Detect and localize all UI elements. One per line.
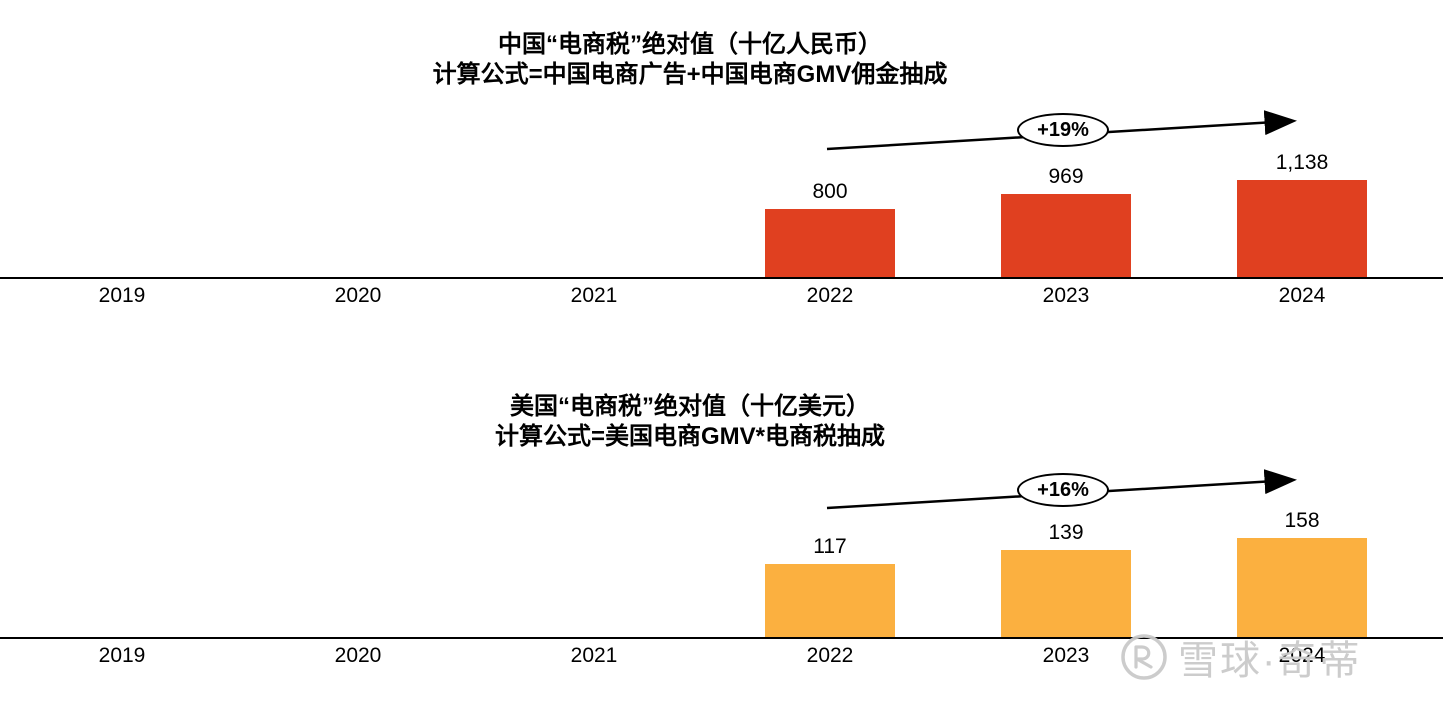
x-axis-line — [0, 637, 1443, 639]
plot-columns: 117 139 158 — [4, 500, 1420, 637]
x-axis-label: 2020 — [334, 644, 382, 667]
x-axis-line — [0, 277, 1443, 279]
x-axis-label: 2021 — [570, 284, 618, 307]
bar-value-label: 800 — [812, 180, 848, 203]
watermark: 雪球·奇蒂 — [1118, 628, 1361, 686]
bar — [1001, 194, 1131, 277]
chart-subtitle: 计算公式=美国电商GMV*电商税抽成 — [494, 423, 886, 450]
bar-column: 800 — [712, 140, 948, 277]
bar-value-label: 117 — [813, 535, 847, 558]
bar-column: 1,138 — [1184, 140, 1420, 277]
chart-subtitle: 计算公式=中国电商广告+中国电商GMV佣金抽成 — [432, 61, 948, 88]
growth-badge: +16% — [1017, 473, 1109, 507]
x-axis-label: 2021 — [570, 644, 618, 667]
bar-column — [240, 500, 476, 637]
x-axis-label: 2019 — [98, 284, 146, 307]
xueqiu-logo-icon — [1121, 634, 1167, 680]
bar-column — [4, 140, 240, 277]
chart-title: 美国“电商税”绝对值（十亿美元） — [510, 393, 870, 420]
x-axis-label: 2024 — [1278, 284, 1326, 307]
bar-column — [240, 140, 476, 277]
bar — [765, 564, 895, 637]
bar-column: 969 — [948, 140, 1184, 277]
watermark-text: 雪球·奇蒂 — [1178, 639, 1362, 683]
bar-column — [476, 500, 712, 637]
bar-value-label: 1,138 — [1275, 151, 1329, 174]
x-axis-labels: 2019 2020 2021 2022 2023 2024 — [4, 644, 1420, 668]
bar-column: 158 — [1184, 500, 1420, 637]
bar-value-label: 139 — [1048, 521, 1084, 544]
bar-column: 139 — [948, 500, 1184, 637]
x-axis-label: 2019 — [98, 644, 146, 667]
x-axis-label: 2022 — [806, 284, 854, 307]
growth-badge: +19% — [1017, 113, 1109, 147]
bar — [1237, 180, 1367, 277]
x-axis-label: 2022 — [806, 644, 854, 667]
x-axis-label: 2024 — [1278, 644, 1326, 667]
plot-columns: 800 969 1,138 — [4, 140, 1420, 277]
chart-title: 中国“电商税”绝对值（十亿人民币） — [498, 31, 882, 58]
bar — [1001, 550, 1131, 637]
x-axis-label: 2020 — [334, 284, 382, 307]
x-axis-label: 2023 — [1042, 284, 1090, 307]
bar-column — [4, 500, 240, 637]
bar-column: 117 — [712, 500, 948, 637]
x-axis-labels: 2019 2020 2021 2022 2023 2024 — [4, 284, 1420, 308]
x-axis-label: 2023 — [1042, 644, 1090, 667]
bar-column — [476, 140, 712, 277]
bar-value-label: 969 — [1048, 165, 1084, 188]
bar — [765, 209, 895, 277]
bar — [1237, 538, 1367, 637]
bar-value-label: 158 — [1284, 509, 1320, 532]
